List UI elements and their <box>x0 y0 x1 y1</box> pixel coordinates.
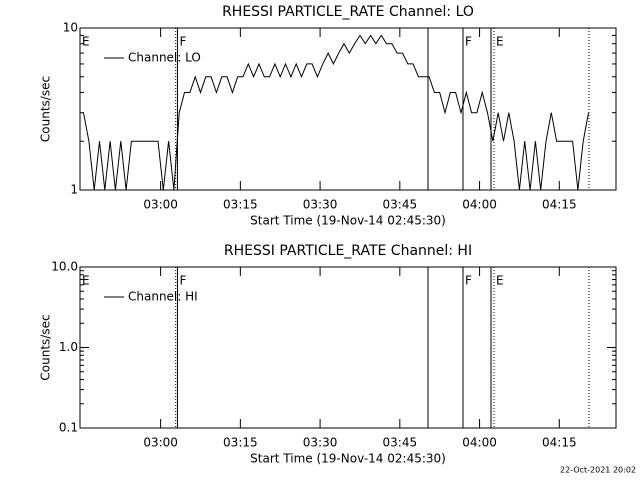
y-axis-label: Counts/sec <box>39 314 53 380</box>
x-tick-label: 03:00 <box>143 436 178 450</box>
x-axis-label: Start Time (19-Nov-14 02:45:30) <box>250 452 446 466</box>
flag-label: F <box>179 35 186 49</box>
data-line <box>83 34 589 191</box>
x-tick-label: 03:30 <box>303 198 338 212</box>
plot-frame <box>79 266 617 429</box>
y-tick-label: 0.1 <box>59 421 78 435</box>
legend-label: Channel: LO <box>128 51 201 65</box>
x-tick-label: 04:15 <box>542 436 577 450</box>
x-tick-label: 04:15 <box>542 198 577 212</box>
x-tick-label: 04:00 <box>462 436 497 450</box>
y-tick-label: 10 <box>63 21 78 35</box>
flag-label: E <box>82 35 90 49</box>
x-tick-label: 03:15 <box>223 198 258 212</box>
chart-title: RHESSI PARTICLE_RATE Channel: HI <box>224 243 472 259</box>
y-axis-label: Counts/sec <box>39 76 53 142</box>
flag-label: E <box>496 274 504 288</box>
x-tick-label: 03:15 <box>223 436 258 450</box>
x-tick-label: 03:30 <box>303 436 338 450</box>
legend-label: Channel: HI <box>128 290 198 304</box>
flag-label: E <box>82 274 90 288</box>
x-axis-label: Start Time (19-Nov-14 02:45:30) <box>250 214 446 228</box>
plot-frame <box>79 27 617 191</box>
x-tick-label: 03:45 <box>383 436 418 450</box>
flag-label: F <box>465 35 472 49</box>
y-tick-label: 1.0 <box>59 340 78 354</box>
x-tick-label: 03:00 <box>143 198 178 212</box>
y-tick-label: 10.0 <box>51 260 78 274</box>
chart-title: RHESSI PARTICLE_RATE Channel: LO <box>222 4 474 20</box>
flag-label: E <box>496 35 504 49</box>
y-tick-label: 1 <box>70 183 78 197</box>
timestamp: 22-Oct-2021 20:02 <box>560 466 636 475</box>
x-tick-label: 03:45 <box>383 198 418 212</box>
flag-label: F <box>179 274 186 288</box>
x-tick-label: 04:00 <box>462 198 497 212</box>
flag-label: F <box>465 274 472 288</box>
